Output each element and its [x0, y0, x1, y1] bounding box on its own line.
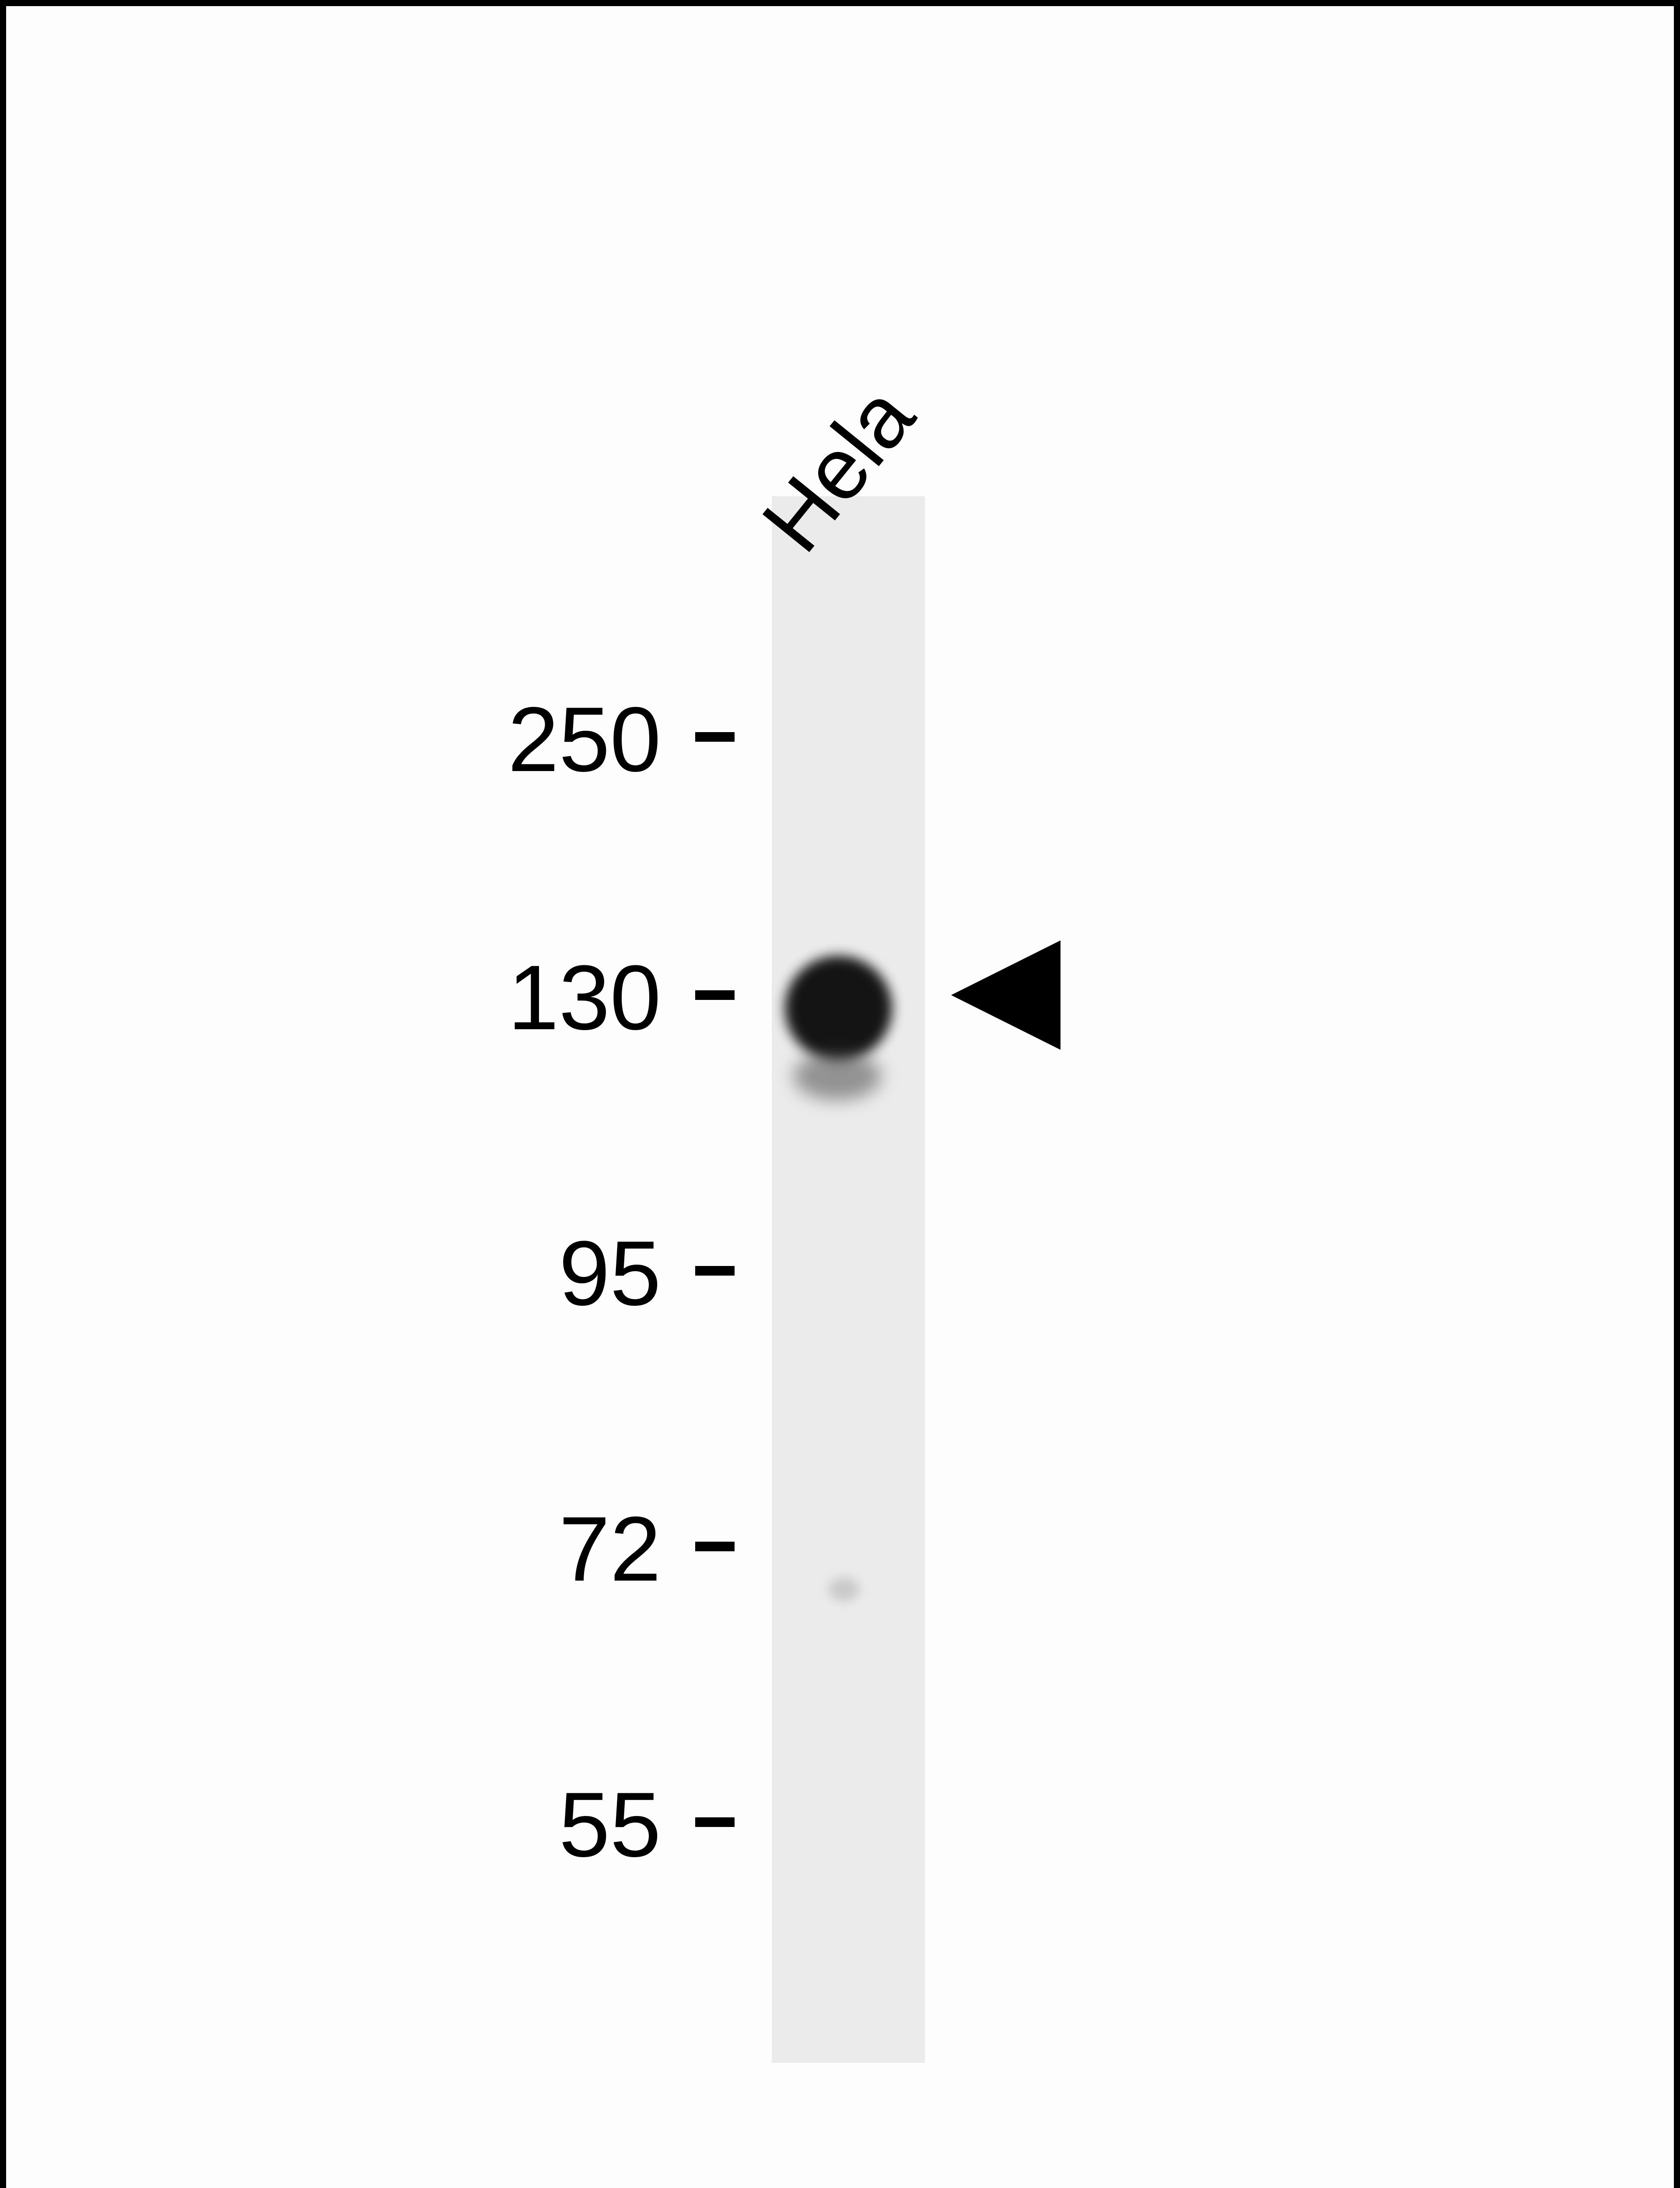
band-indicator-arrow-icon: [951, 940, 1060, 1050]
mw-label-55: 55: [559, 1772, 661, 1878]
mw-label-95: 95: [559, 1220, 661, 1326]
mw-label-72: 72: [559, 1496, 661, 1602]
mw-tick-55: [695, 1817, 735, 1827]
figure-frame: Hela 250130957255: [0, 0, 1680, 2188]
mw-label-130: 130: [508, 945, 661, 1051]
mw-label-250: 250: [508, 687, 661, 792]
mw-tick-95: [695, 1266, 735, 1276]
mw-tick-72: [695, 1542, 735, 1551]
band-72: [829, 1577, 859, 1601]
mw-tick-130: [695, 990, 735, 1000]
band-130: [785, 956, 892, 1061]
band-trail-130: [794, 1052, 881, 1100]
mw-tick-250: [695, 732, 735, 742]
blot-lane-hela: [772, 496, 925, 2063]
